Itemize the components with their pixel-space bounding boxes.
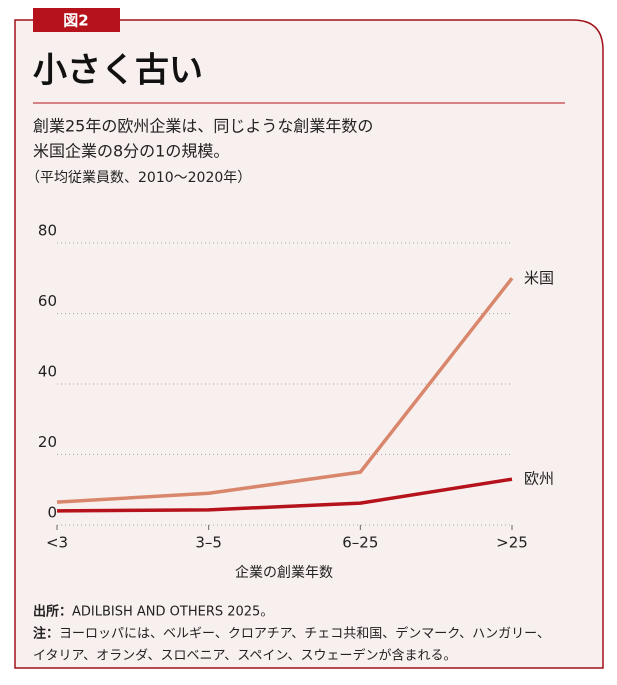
- y-tick-label: 60: [38, 292, 57, 310]
- figure-tag: [33, 8, 120, 32]
- note-text: イタリア、オランダ、スロベニア、スペイン、スウェーデンが含まれる。: [33, 648, 457, 664]
- y-tick-label: 20: [38, 433, 57, 451]
- series-label: 米国: [524, 269, 554, 287]
- note-text: ヨーロッパには、ベルギー、クロアチア、チェコ共和国、デンマーク、ハンガリー、: [59, 626, 550, 642]
- series-line: [56, 277, 514, 504]
- x-tick-label: 3–5: [195, 534, 222, 552]
- x-tick-label: >25: [496, 534, 528, 552]
- series-line: [56, 477, 513, 513]
- subtitle: 創業25年の欧州企業は、同じような創業年数の: [33, 117, 373, 136]
- source-label: 出所：: [33, 604, 72, 620]
- y-tick-label: 0: [47, 504, 57, 522]
- x-tick-label: <3: [46, 534, 68, 552]
- x-axis-label: 企業の創業年数: [235, 564, 333, 581]
- series-label: 欧州: [524, 470, 554, 488]
- y-tick-label: 40: [38, 363, 57, 381]
- chart-title: 小さく古い: [33, 51, 203, 91]
- y-tick-label: 80: [38, 222, 57, 240]
- note-label: 注：: [33, 626, 59, 642]
- unit-note: （平均従業員数、2010～2020年）: [26, 170, 251, 186]
- figure-label: 図2: [63, 12, 88, 30]
- x-tick-label: 6–25: [342, 534, 378, 552]
- subtitle: 米国企業の8分の1の規模。: [33, 142, 229, 161]
- frame: [14, 19, 604, 669]
- source-text: ADILBISH AND OTHERS 2025。: [72, 605, 273, 620]
